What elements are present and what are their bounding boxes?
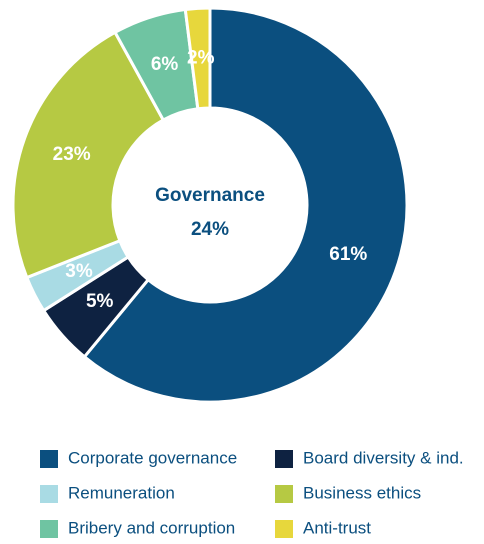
legend-swatch [275,450,293,468]
data-label: 6% [151,54,179,75]
slice [183,6,212,111]
legend-label: Anti-trust [303,518,371,537]
data-label: 5% [86,291,114,312]
legend-label: Corporate governance [68,448,237,467]
data-label: 2% [187,47,215,68]
slice [82,6,409,404]
legend-swatch [275,520,293,538]
data-label: 3% [65,261,93,282]
center-title: Governance [155,185,265,206]
data-label: 23% [53,144,91,165]
data-label: 61% [329,244,367,265]
slice [11,30,166,280]
legend-swatch [40,485,58,503]
legend-label: Remuneration [68,483,175,502]
legend-label: Bribery and corruption [68,518,235,537]
legend-swatch [275,485,293,503]
legend-label: Board diversity & ind. [303,448,464,467]
legend-swatch [40,450,58,468]
legend-label: Business ethics [303,483,421,502]
legend-swatch [40,520,58,538]
center-value: 24% [191,219,229,240]
